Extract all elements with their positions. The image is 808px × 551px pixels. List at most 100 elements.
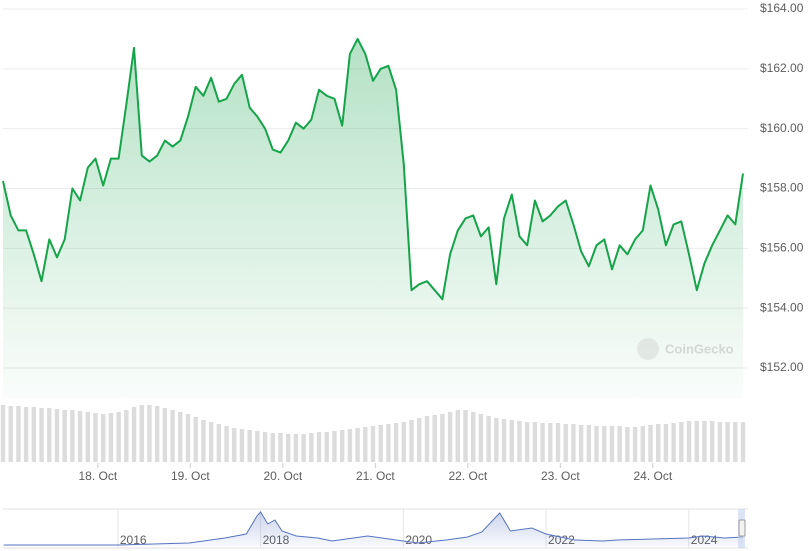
volume-bar [131, 407, 137, 462]
y-tick-label: $160.00 [760, 121, 804, 135]
volume-bar [740, 422, 746, 462]
volume-bar [332, 431, 337, 462]
y-tick-label: $162.00 [760, 61, 804, 75]
volume-bar [62, 410, 67, 462]
volume-bar [355, 428, 360, 462]
volume-bar [101, 414, 106, 462]
volume-bar [316, 432, 322, 462]
volume-bar [224, 426, 229, 462]
volume-bar [494, 418, 499, 462]
volume-bar [278, 433, 283, 462]
volume-bar [139, 405, 144, 462]
volume-bar [471, 412, 476, 462]
volume-bar [378, 425, 383, 462]
volume-bar [524, 422, 530, 462]
volume-bar [694, 421, 699, 462]
y-tick-label: $154.00 [760, 300, 804, 314]
volume-bar [201, 420, 206, 462]
volume-bar [548, 423, 553, 462]
volume-bar [640, 426, 645, 462]
volume-bar [555, 423, 561, 462]
volume-bar [193, 417, 198, 462]
volume-bar [386, 424, 391, 462]
volume-bar [625, 427, 630, 462]
volume-bar [339, 430, 345, 462]
volume-bar [370, 426, 376, 462]
navigator-area [3, 512, 743, 546]
plot: 18. Oct 19. Oct 20. Oct 21. Oct 22. Oct 23. O… [0, 37, 746, 483]
x-tick-label: 20. Oct [263, 469, 302, 483]
navigator-line [3, 511, 744, 546]
y-tick-label: $164.00 [760, 1, 804, 15]
volume-bar [255, 431, 260, 462]
volume-bar [717, 422, 723, 462]
volume-bar [286, 434, 291, 462]
volume-bar [602, 426, 607, 462]
x-tick-label: 18. Oct [78, 469, 117, 483]
volume-bar [77, 411, 83, 462]
volume-bar [293, 434, 299, 462]
volume-bar [424, 416, 430, 462]
volume-bar [417, 418, 422, 462]
y-tick-label: $156.00 [760, 241, 804, 255]
volume-bar [39, 408, 44, 462]
volume-bar [609, 426, 615, 462]
volume-bar [725, 422, 730, 462]
volume-bar [393, 423, 399, 462]
volume-bar [455, 410, 460, 462]
volume-bar [85, 412, 90, 462]
y-tick-label: $158.00 [760, 181, 804, 195]
volume-bar [170, 410, 175, 462]
price-line [2, 37, 744, 301]
volume-bar [324, 432, 329, 462]
volume-bar [8, 406, 13, 462]
volume-bar [31, 407, 37, 462]
volume-bar [116, 412, 121, 462]
watermark-logo [637, 338, 659, 360]
volume-bar [686, 421, 692, 462]
navigator-tick-label: 2016 [120, 533, 147, 547]
volume-bar [347, 429, 353, 462]
volume-bar [571, 424, 576, 462]
volume-bar [309, 433, 314, 462]
volume-bar [463, 410, 468, 462]
volume-bar [70, 410, 75, 462]
volume-bar [409, 420, 414, 462]
volume-bar [432, 415, 437, 462]
y-tick-label: $152.00 [760, 360, 804, 374]
volume-bar [671, 423, 676, 462]
volume-bar [478, 414, 484, 462]
volume-bar [232, 428, 237, 462]
volume-bar [709, 421, 715, 462]
x-tick-label: 23. Oct [541, 469, 580, 483]
watermark-text: CoinGecko [665, 341, 734, 356]
volume-bar [486, 416, 491, 462]
volume-bar [0, 405, 6, 462]
watermark: CoinGecko [637, 338, 734, 360]
volume-bar [632, 427, 638, 462]
volume-bar [578, 425, 584, 462]
x-tick-label: 22. Oct [448, 469, 487, 483]
volume-bar [702, 421, 707, 462]
volume-bar [617, 426, 622, 462]
volume-bar [154, 406, 160, 462]
navigator-handle[interactable] [738, 519, 746, 537]
volume-bar [509, 420, 514, 462]
volume-bar [679, 422, 684, 462]
volume-bar [401, 422, 407, 462]
volume-bar [247, 430, 252, 462]
volume-bar [440, 414, 445, 462]
volume-bar [93, 413, 98, 462]
volume-bar [733, 422, 738, 462]
volume-bar [108, 413, 114, 462]
volume-bar [185, 414, 191, 462]
navigator: 20162018202020222024 [3, 508, 748, 549]
volume-bar [447, 412, 453, 462]
volume-bar [363, 427, 368, 462]
volume-bar [648, 425, 653, 462]
price-area [3, 38, 743, 399]
volume-bar [586, 425, 592, 462]
volume-bar [216, 424, 222, 462]
volume-bar [162, 408, 168, 462]
